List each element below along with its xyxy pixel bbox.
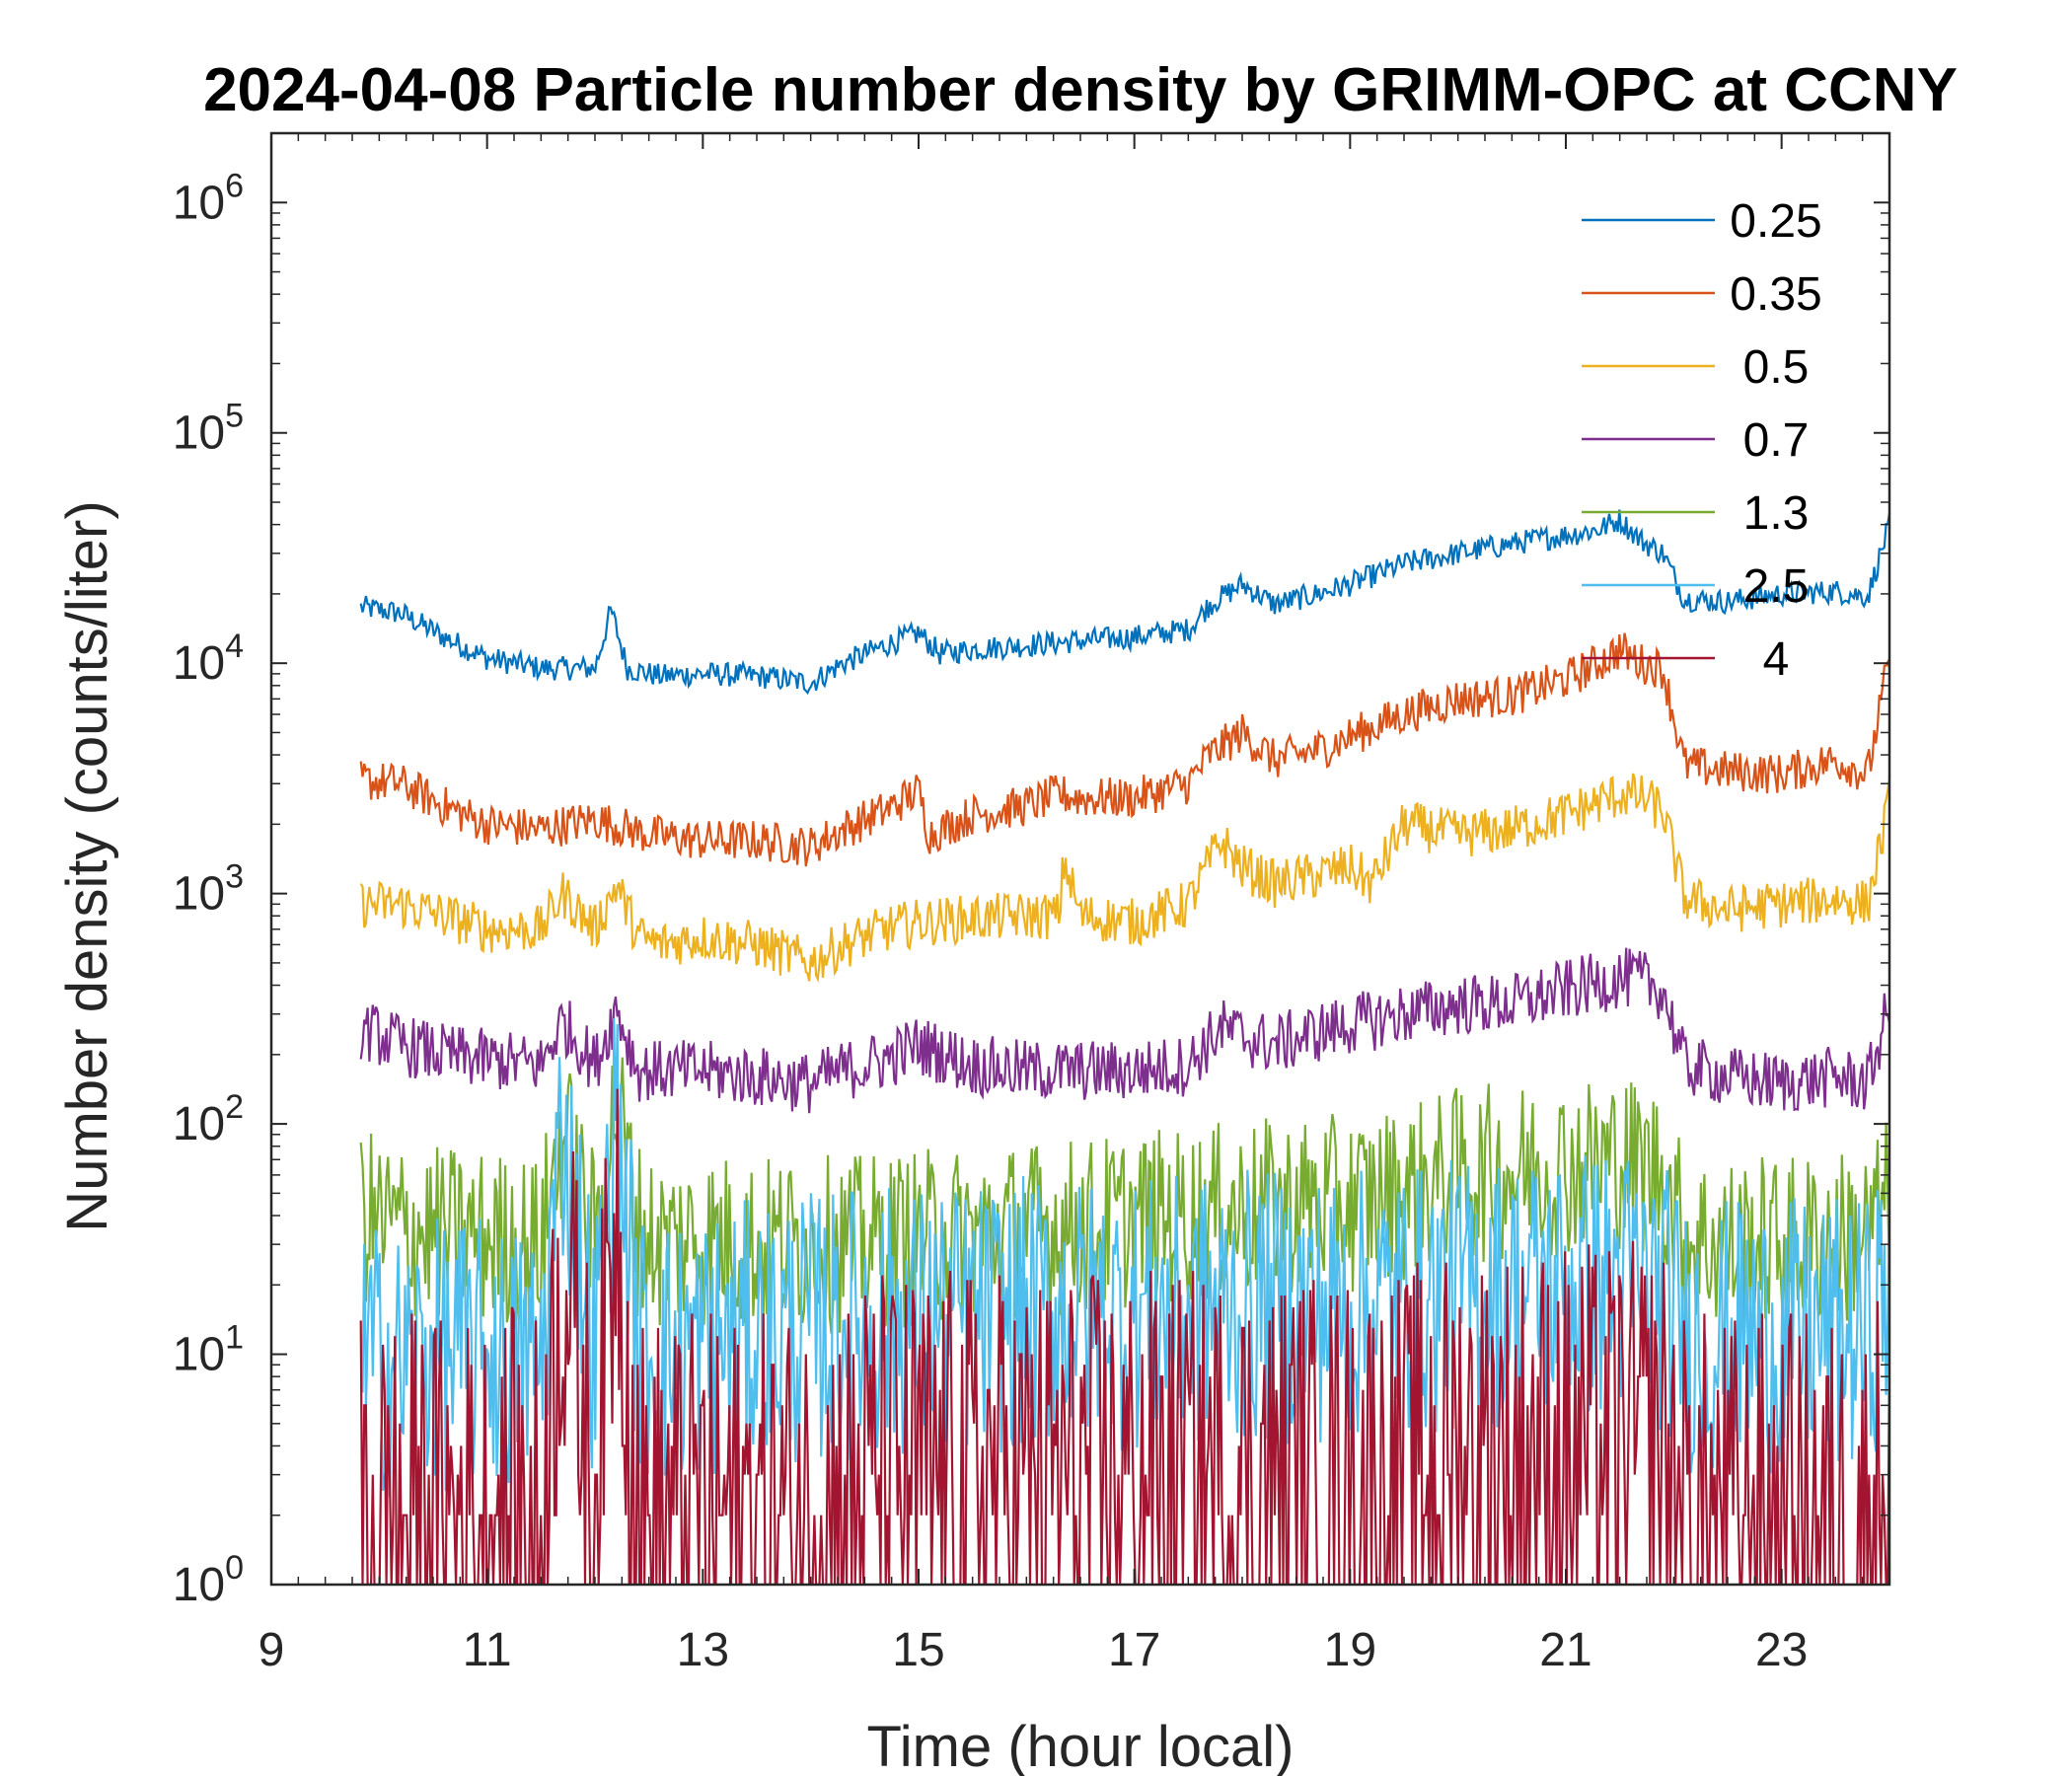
plot-area — [359, 509, 1889, 1585]
legend-label: 2.5 — [1743, 560, 1810, 613]
y-tick-label: 101 — [173, 1319, 244, 1381]
x-tick-label: 11 — [463, 1624, 512, 1676]
chart-title: 2024-04-08 Particle number density by GR… — [203, 56, 1958, 124]
x-tick-label: 21 — [1539, 1624, 1591, 1676]
axes: 9 11 13 15 17 19 21 23 100 101 102 103 104 105 106 — [173, 131, 1891, 1676]
x-tick-label: 17 — [1108, 1624, 1160, 1676]
x-tick-label: 13 — [677, 1624, 729, 1676]
y-tick-label: 106 — [173, 167, 244, 229]
y-axis-label: Number density (counts/liter) — [55, 500, 119, 1231]
x-axis-label: Time (hour local) — [867, 1715, 1295, 1776]
x-tick-label: 9 — [259, 1624, 285, 1676]
legend-label: 0.25 — [1730, 195, 1821, 248]
series-line-2.5 — [359, 1018, 1889, 1498]
series-line-0.7 — [359, 947, 1889, 1114]
series-line-0.35 — [359, 632, 1889, 867]
y-tick-label: 102 — [173, 1088, 244, 1150]
y-tick-label: 103 — [173, 858, 244, 921]
legend-label: 1.3 — [1743, 487, 1810, 540]
y-tick-label: 104 — [173, 628, 244, 690]
legend: 0.25 0.35 0.5 0.7 1.3 2.5 4 — [1582, 195, 1822, 686]
series-line-0.25 — [359, 509, 1889, 696]
y-tick-label: 105 — [173, 398, 244, 460]
legend-label: 0.5 — [1743, 341, 1810, 394]
legend-label: 4 — [1763, 633, 1790, 686]
x-tick-label: 15 — [892, 1624, 944, 1676]
series-line-1.3 — [359, 1057, 1889, 1334]
series-lines — [359, 509, 1889, 1585]
x-tick-label: 19 — [1324, 1624, 1376, 1676]
legend-label: 0.35 — [1730, 268, 1821, 321]
y-tick-label: 100 — [173, 1549, 244, 1611]
legend-label: 0.7 — [1743, 414, 1810, 467]
series-line-4 — [359, 1088, 1889, 1585]
x-tick-label: 23 — [1755, 1624, 1808, 1676]
series-line-0.5 — [359, 773, 1889, 984]
